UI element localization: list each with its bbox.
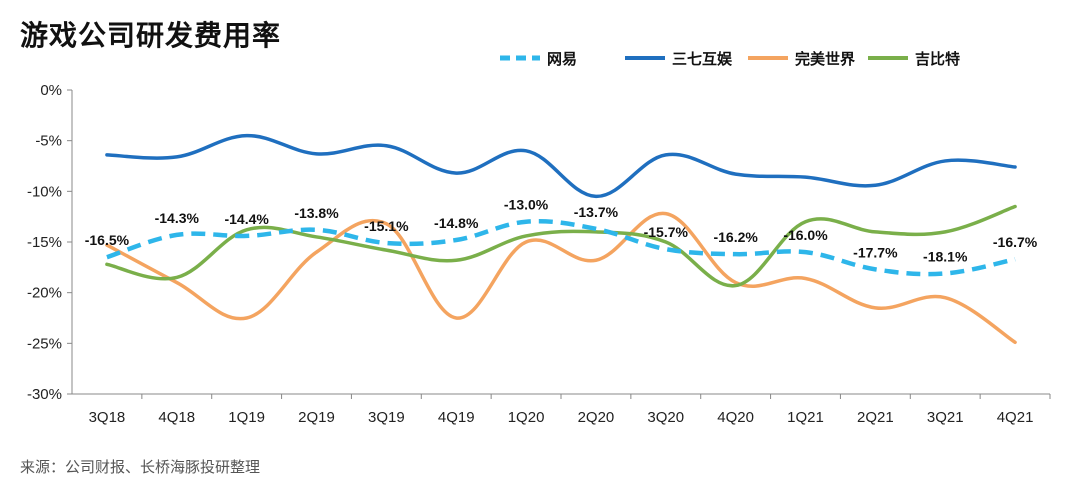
chart-source: 来源：公司财报、长桥海豚投研整理 <box>20 458 261 476</box>
legend-label: 三七互娱 <box>672 50 733 68</box>
y-tick-label: -5% <box>35 133 62 150</box>
x-tick-label: 4Q21 <box>997 409 1034 426</box>
x-tick-label: 2Q19 <box>298 409 335 426</box>
y-tick-label: 0% <box>40 82 62 99</box>
chart-title: 游戏公司研发费用率 <box>20 19 282 52</box>
data-label: -14.4% <box>224 211 269 227</box>
data-label: -14.3% <box>155 210 200 226</box>
data-label: -15.1% <box>364 218 409 234</box>
data-label: -16.0% <box>783 227 828 243</box>
x-tick-label: 1Q21 <box>787 409 824 426</box>
series-line-完美世界 <box>105 211 1017 345</box>
x-tick-label: 3Q21 <box>927 409 964 426</box>
legend-label: 网易 <box>547 50 577 68</box>
x-tick-label: 4Q19 <box>438 409 475 426</box>
y-tick-label: -15% <box>27 234 62 251</box>
x-tick-label: 3Q19 <box>368 409 405 426</box>
x-tick-label: 1Q20 <box>508 409 545 426</box>
data-label: -16.5% <box>85 232 130 248</box>
data-label: -14.8% <box>434 215 479 231</box>
data-label: -18.1% <box>923 248 968 264</box>
series-line-网易 <box>106 219 1016 277</box>
x-tick-label: 3Q18 <box>89 409 126 426</box>
y-tick-label: -30% <box>27 386 62 403</box>
y-tick-label: -25% <box>27 335 62 352</box>
x-tick-label: 2Q21 <box>857 409 894 426</box>
x-tick-label: 1Q19 <box>228 409 265 426</box>
series-line-三七互娱 <box>105 133 1017 199</box>
x-tick-label: 4Q20 <box>717 409 754 426</box>
data-label: -17.7% <box>853 244 898 260</box>
y-tick-label: -10% <box>27 183 62 200</box>
data-label: -13.7% <box>574 204 619 220</box>
x-tick-label: 2Q20 <box>578 409 615 426</box>
data-label: -13.8% <box>294 205 339 221</box>
data-label: -16.2% <box>713 229 758 245</box>
data-label: -13.0% <box>504 197 549 213</box>
legend-label: 完美世界 <box>795 50 855 68</box>
legend-label: 吉比特 <box>915 50 960 68</box>
x-tick-label: 4Q18 <box>158 409 195 426</box>
y-tick-label: -20% <box>27 285 62 302</box>
x-tick-label: 3Q20 <box>647 409 684 426</box>
data-label: -15.7% <box>644 224 689 240</box>
data-label: -16.7% <box>993 234 1038 250</box>
series-line-吉比特 <box>105 204 1017 288</box>
